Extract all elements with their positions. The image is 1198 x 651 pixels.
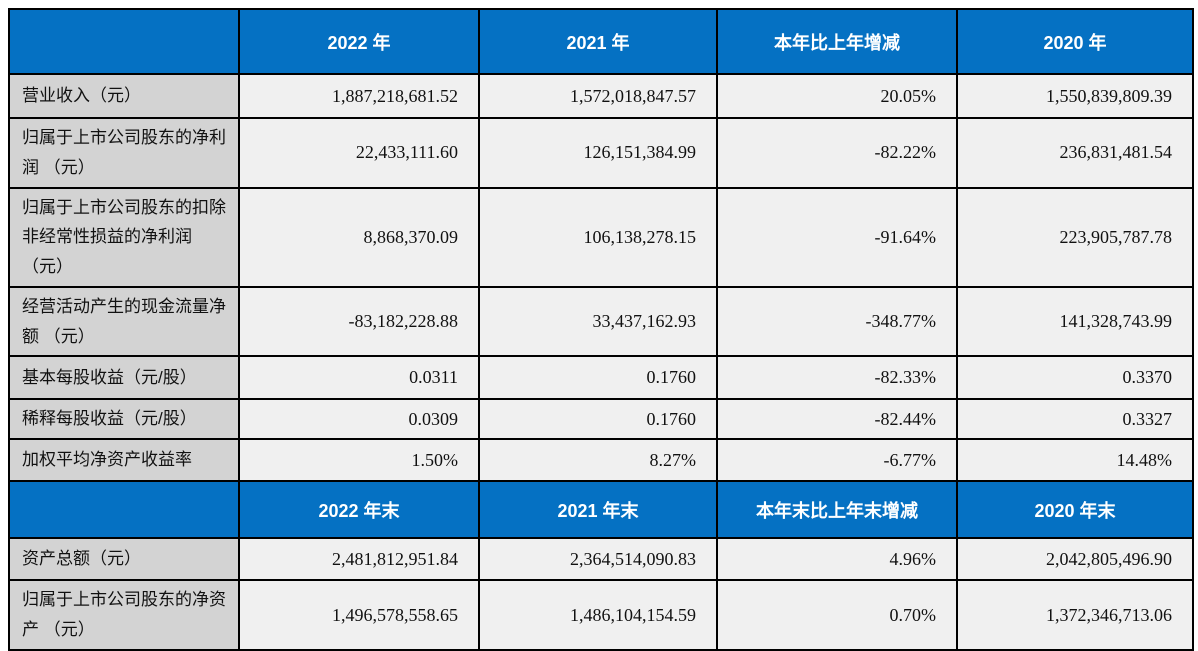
cell-value: 141,328,743.99 xyxy=(956,285,1194,358)
cell-value: -6.77% xyxy=(716,438,958,482)
cell-value: 4.96% xyxy=(716,537,958,581)
cell-value: 1.50% xyxy=(238,438,480,482)
row-label: 归属于上市公司股东的扣除非经常性损益的净利润（元） xyxy=(8,186,240,288)
cell-value: 0.70% xyxy=(716,579,958,651)
cell-value: 0.3327 xyxy=(956,398,1194,440)
row-label: 资产总额（元） xyxy=(8,537,240,581)
cell-value: 0.1760 xyxy=(478,355,718,401)
cell-value: -91.64% xyxy=(716,186,958,288)
cell-value: -82.33% xyxy=(716,355,958,401)
cell-value: -82.22% xyxy=(716,117,958,189)
header-corner-cell xyxy=(8,8,240,75)
cell-value: 1,550,839,809.39 xyxy=(956,73,1194,119)
table-row-weighted-roe: 加权平均净资产收益率 1.50% 8.27% -6.77% 14.48% xyxy=(8,438,1194,482)
cell-value: 236,831,481.54 xyxy=(956,117,1194,189)
row-label: 加权平均净资产收益率 xyxy=(8,438,240,482)
cell-value: 1,887,218,681.52 xyxy=(238,73,480,119)
cell-value: 1,372,346,713.06 xyxy=(956,579,1194,651)
financial-summary-table: 2022 年 2021 年 本年比上年增减 2020 年 营业收入（元） 1,8… xyxy=(8,8,1194,651)
cell-value: -348.77% xyxy=(716,285,958,358)
header-col-2022-end: 2022 年末 xyxy=(238,480,480,539)
row-label: 归属于上市公司股东的净利润 （元） xyxy=(8,117,240,189)
cell-value: 1,486,104,154.59 xyxy=(478,579,718,651)
header-col-year-end-change: 本年末比上年末增减 xyxy=(716,480,958,539)
page: 2022 年 2021 年 本年比上年增减 2020 年 营业收入（元） 1,8… xyxy=(8,8,1194,651)
cell-value: 22,433,111.60 xyxy=(238,117,480,189)
row-label: 归属于上市公司股东的净资产 （元） xyxy=(8,579,240,651)
cell-value: 1,572,018,847.57 xyxy=(478,73,718,119)
row-label: 稀释每股收益（元/股） xyxy=(8,398,240,440)
cell-value: 0.0309 xyxy=(238,398,480,440)
cell-value: 1,496,578,558.65 xyxy=(238,579,480,651)
table-row-diluted-eps: 稀释每股收益（元/股） 0.0309 0.1760 -82.44% 0.3327 xyxy=(8,398,1194,440)
header-col-2022: 2022 年 xyxy=(238,8,480,75)
header-row-annual: 2022 年 2021 年 本年比上年增减 2020 年 xyxy=(8,8,1194,75)
cell-value: -82.44% xyxy=(716,398,958,440)
cell-value: 2,042,805,496.90 xyxy=(956,537,1194,581)
cell-value: 33,437,162.93 xyxy=(478,285,718,358)
cell-value: 2,364,514,090.83 xyxy=(478,537,718,581)
cell-value: 8.27% xyxy=(478,438,718,482)
table-row-operating-cash-flow: 经营活动产生的现金流量净额 （元） -83,182,228.88 33,437,… xyxy=(8,285,1194,358)
header-corner-cell xyxy=(8,480,240,539)
table-row-net-profit-excl-nonrecurring: 归属于上市公司股东的扣除非经常性损益的净利润（元） 8,868,370.09 1… xyxy=(8,186,1194,288)
header-col-2021: 2021 年 xyxy=(478,8,718,75)
row-label: 基本每股收益（元/股） xyxy=(8,355,240,401)
row-label: 营业收入（元） xyxy=(8,73,240,119)
row-label: 经营活动产生的现金流量净额 （元） xyxy=(8,285,240,358)
header-col-yoy-change: 本年比上年增减 xyxy=(716,8,958,75)
cell-value: 0.1760 xyxy=(478,398,718,440)
cell-value: 2,481,812,951.84 xyxy=(238,537,480,581)
cell-value: 0.3370 xyxy=(956,355,1194,401)
table-row-net-profit: 归属于上市公司股东的净利润 （元） 22,433,111.60 126,151,… xyxy=(8,117,1194,189)
cell-value: -83,182,228.88 xyxy=(238,285,480,358)
cell-value: 0.0311 xyxy=(238,355,480,401)
cell-value: 14.48% xyxy=(956,438,1194,482)
header-col-2021-end: 2021 年末 xyxy=(478,480,718,539)
cell-value: 8,868,370.09 xyxy=(238,186,480,288)
table-row-net-assets: 归属于上市公司股东的净资产 （元） 1,496,578,558.65 1,486… xyxy=(8,579,1194,651)
header-row-year-end: 2022 年末 2021 年末 本年末比上年末增减 2020 年末 xyxy=(8,480,1194,539)
cell-value: 106,138,278.15 xyxy=(478,186,718,288)
table-row-total-assets: 资产总额（元） 2,481,812,951.84 2,364,514,090.8… xyxy=(8,537,1194,581)
header-col-2020: 2020 年 xyxy=(956,8,1194,75)
cell-value: 223,905,787.78 xyxy=(956,186,1194,288)
table-row-revenue: 营业收入（元） 1,887,218,681.52 1,572,018,847.5… xyxy=(8,73,1194,119)
header-col-2020-end: 2020 年末 xyxy=(956,480,1194,539)
cell-value: 126,151,384.99 xyxy=(478,117,718,189)
cell-value: 20.05% xyxy=(716,73,958,119)
table-row-basic-eps: 基本每股收益（元/股） 0.0311 0.1760 -82.33% 0.3370 xyxy=(8,355,1194,401)
